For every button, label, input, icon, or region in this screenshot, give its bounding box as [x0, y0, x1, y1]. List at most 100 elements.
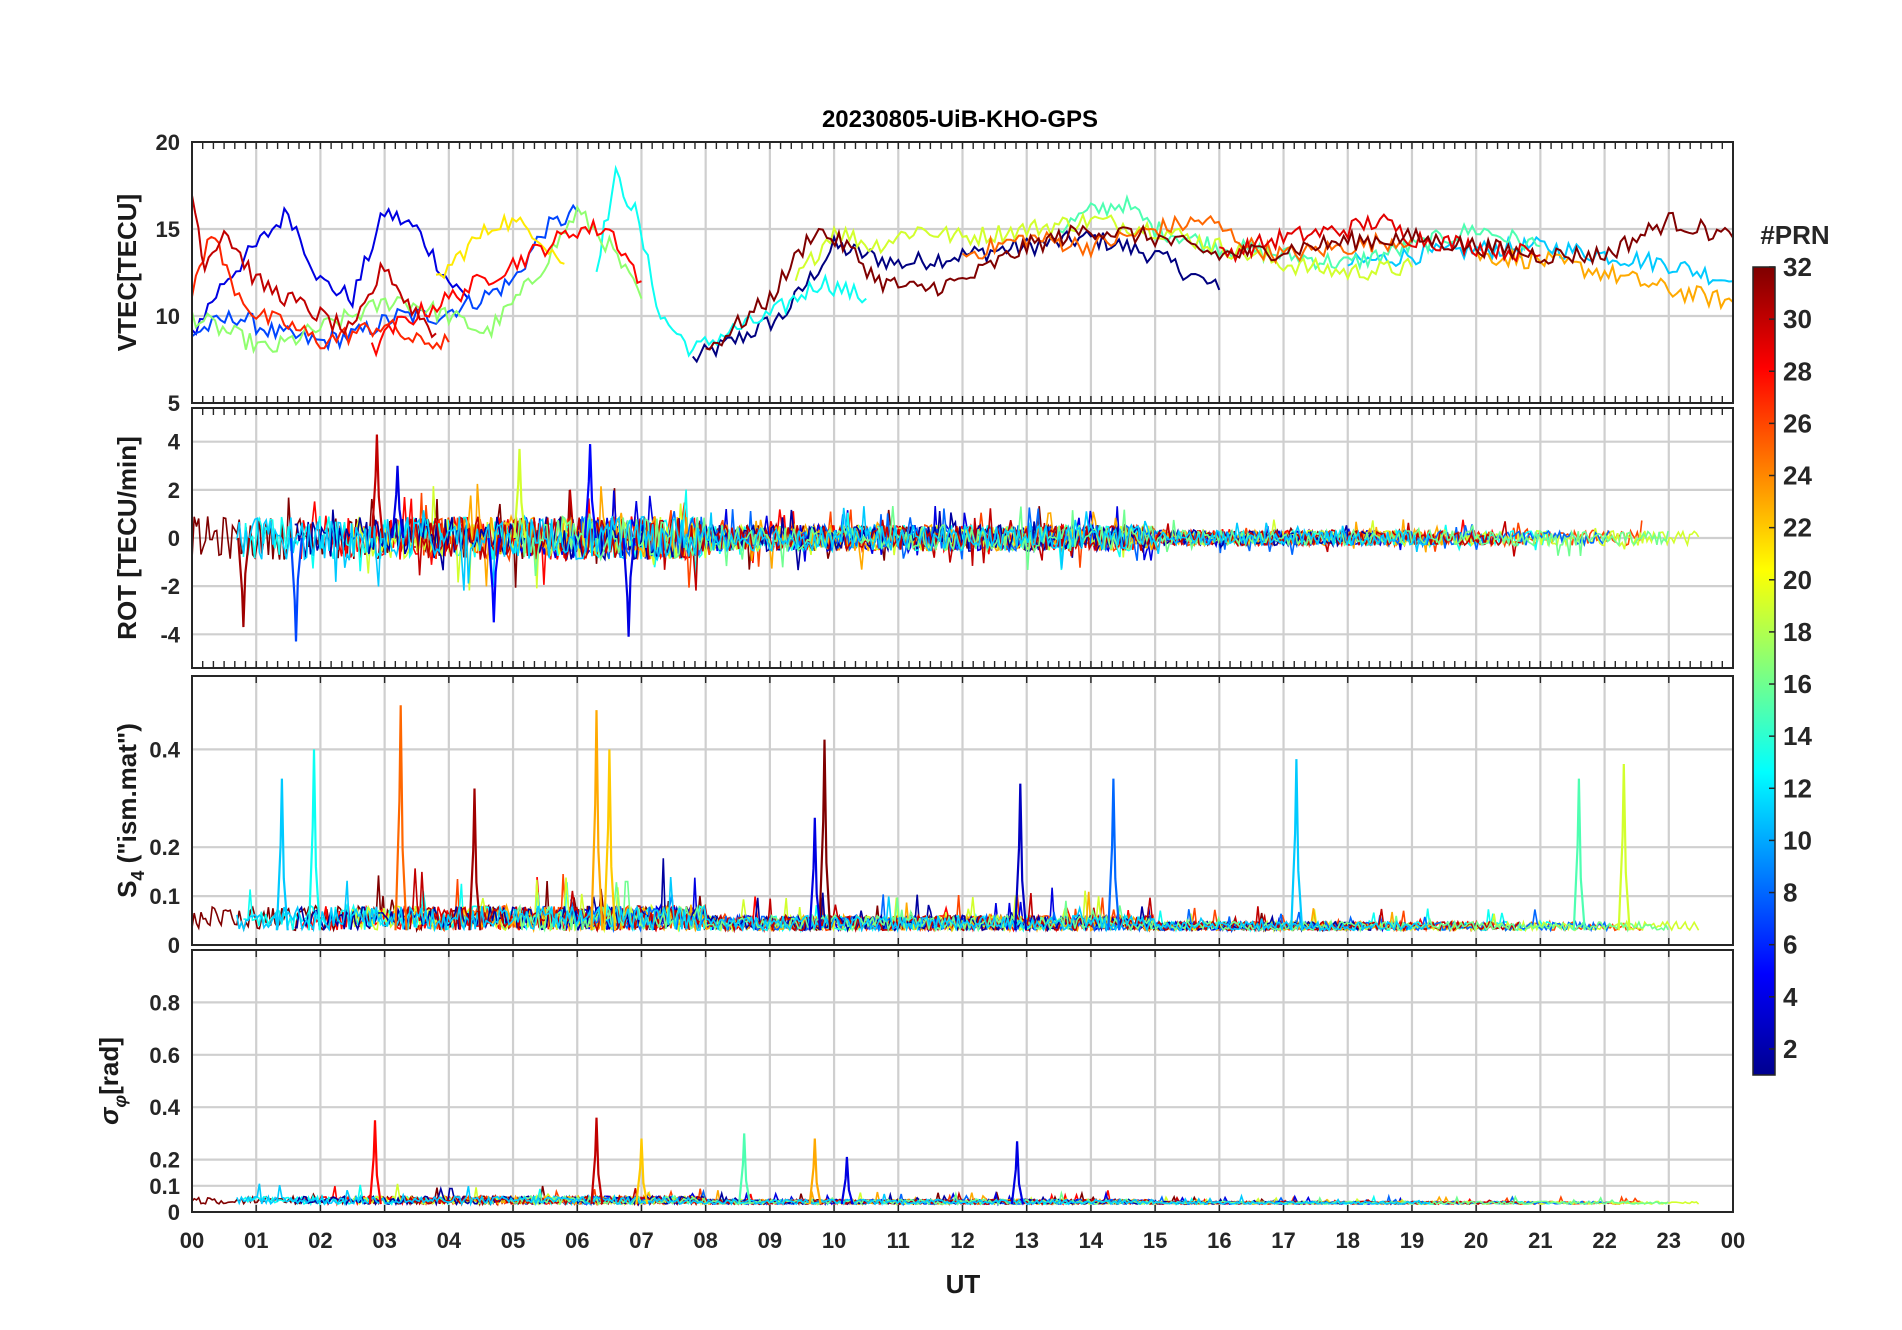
- x-tick-label: 03: [372, 1228, 396, 1253]
- vtec-series-prn-7: [192, 203, 579, 352]
- rot-peak-prn-30: [370, 434, 384, 539]
- s4-peak-prn-32: [818, 739, 832, 931]
- s4-peak-prn-22: [603, 749, 617, 931]
- y-tick-label: 5: [168, 391, 180, 416]
- x-tick-label: 13: [1014, 1228, 1038, 1253]
- s4-peak-prn-23: [590, 710, 604, 931]
- colorbar-tick-label: 20: [1783, 565, 1812, 595]
- x-tick-label: 12: [950, 1228, 974, 1253]
- x-tick-labels: 00 01 02 03 04 05 06 07 08 09 10 11 12 13 14 15 16 17 18 19…: [180, 1228, 1745, 1253]
- x-tick-label: 09: [758, 1228, 782, 1253]
- y-tick-label: 15: [156, 217, 180, 242]
- colorbar-tick-label: 26: [1783, 408, 1812, 438]
- sigma-peak-prn-4: [840, 1156, 854, 1205]
- sigma-series-prn-11: [236, 1183, 1431, 1207]
- rot-series-prn-11: [236, 506, 1432, 591]
- s4-peak-prn-8: [1107, 778, 1121, 931]
- colorbar-tick-label: 10: [1783, 825, 1812, 855]
- s4-series-prn-11: [236, 876, 1431, 934]
- sigma-peak-prn-15: [738, 1133, 752, 1205]
- colorbar-gradient: [1752, 266, 1776, 1076]
- sigma-peak-prn-4: [1010, 1141, 1024, 1205]
- colorbar-tick-label: 28: [1783, 356, 1812, 386]
- s4-peak-prn-3: [1014, 783, 1028, 931]
- x-tick-label: 19: [1400, 1228, 1424, 1253]
- y-tick-label: 2: [168, 478, 180, 503]
- y-tick-label: 0.2: [149, 1148, 180, 1173]
- x-tick-label: 22: [1592, 1228, 1616, 1253]
- data-sigma: [192, 1117, 1700, 1207]
- colorbar-tick-label: 6: [1783, 930, 1797, 960]
- sigma-peak-prn-28: [368, 1120, 382, 1205]
- vtec-series-prn-1: [692, 229, 1221, 364]
- y-tick-label: -4: [160, 622, 180, 647]
- x-tick-label: 05: [501, 1228, 525, 1253]
- x-tick-label: 08: [693, 1228, 717, 1253]
- x-tick-label: 04: [437, 1228, 462, 1253]
- y-tick-label: 0.4: [149, 737, 180, 762]
- colorbar-tick-label: 2: [1783, 1034, 1797, 1064]
- x-tick-label: 06: [565, 1228, 589, 1253]
- vtec-series-prn-15: [1058, 193, 1541, 271]
- rot-peak-prn-4: [391, 465, 405, 539]
- x-tick-label: 17: [1271, 1228, 1295, 1253]
- sigma-peak-prn-22: [635, 1138, 649, 1205]
- y-tick-label: 4: [168, 430, 181, 455]
- vtec-series-prn-21: [435, 212, 565, 280]
- x-tick-label: 10: [822, 1228, 846, 1253]
- colorbar-tick-label: 16: [1783, 669, 1812, 699]
- panel-vtec: 5 10 15 20 VTEC[TECU]: [112, 130, 1734, 416]
- x-tick-label: 23: [1657, 1228, 1681, 1253]
- colorbar-tick-label: 12: [1783, 773, 1812, 803]
- y-tick-label: 0.6: [149, 1043, 180, 1068]
- s4-peak-prn-15: [1572, 778, 1586, 931]
- x-tick-label: 14: [1079, 1228, 1104, 1253]
- y-axis-label-s4: S4 ("ism.mat"): [112, 723, 148, 898]
- s4-peak-prn-31: [468, 788, 482, 931]
- s4-peak-prn-11: [275, 778, 289, 931]
- colorbar-tick-label: 24: [1783, 461, 1812, 491]
- y-axis-label-rot: ROT [TECU/min]: [112, 436, 142, 640]
- y-axis-label-vtec: VTEC[TECU]: [112, 194, 142, 351]
- sigma-peak-prn-23: [808, 1138, 822, 1205]
- x-tick-label: 18: [1336, 1228, 1360, 1253]
- s4-peak-prn-4: [808, 817, 822, 931]
- s4-peak-prn-19: [1617, 763, 1631, 931]
- colorbar-tick-label: 22: [1783, 513, 1812, 543]
- x-axis-label: UT: [946, 1269, 981, 1299]
- x-tick-label: 15: [1143, 1228, 1167, 1253]
- chart-title: 20230805-UiB-KHO-GPS: [822, 106, 1098, 133]
- x-tick-label: 02: [308, 1228, 332, 1253]
- s4-peak-prn-11: [1290, 759, 1304, 931]
- x-tick-label: 00: [180, 1228, 204, 1253]
- data-rot: [192, 434, 1700, 642]
- y-tick-label: -2: [160, 574, 180, 599]
- y-tick-label: 0.4: [149, 1095, 180, 1120]
- x-tick-label: 01: [244, 1228, 268, 1253]
- s4-peak-prn-13: [307, 749, 321, 931]
- rot-peak-prn-4: [622, 537, 636, 637]
- vtec-series-prn-30: [192, 195, 437, 339]
- y-tick-label: 0: [168, 933, 180, 958]
- y-tick-label: 0.1: [149, 1174, 180, 1199]
- s4-series-prn-16: [512, 880, 1669, 933]
- data-s4: [192, 705, 1700, 934]
- rot-peak-prn-7: [289, 537, 303, 642]
- y-axis-label-sigma: σφ[rad]: [94, 1037, 130, 1125]
- x-tick-label: 07: [629, 1228, 653, 1253]
- y-tick-label: 0: [168, 526, 180, 551]
- vtec-series-prn-19: [794, 211, 1413, 281]
- vtec-series-prn-11: [1347, 235, 1733, 286]
- x-tick-label: 16: [1207, 1228, 1231, 1253]
- x-tick-label: 00: [1721, 1228, 1745, 1253]
- panel-sigma: 00.10.2 0.4 0.6 0.8 σφ[rad]: [94, 949, 1734, 1225]
- colorbar-tick-label: 14: [1783, 721, 1812, 751]
- colorbar-tick-label: 8: [1783, 878, 1797, 908]
- colorbar-tick-label: 4: [1783, 982, 1798, 1012]
- colorbar-tick-label: 32: [1783, 252, 1812, 282]
- y-tick-label: 10: [156, 304, 180, 329]
- colorbar-tick-label: 18: [1783, 617, 1812, 647]
